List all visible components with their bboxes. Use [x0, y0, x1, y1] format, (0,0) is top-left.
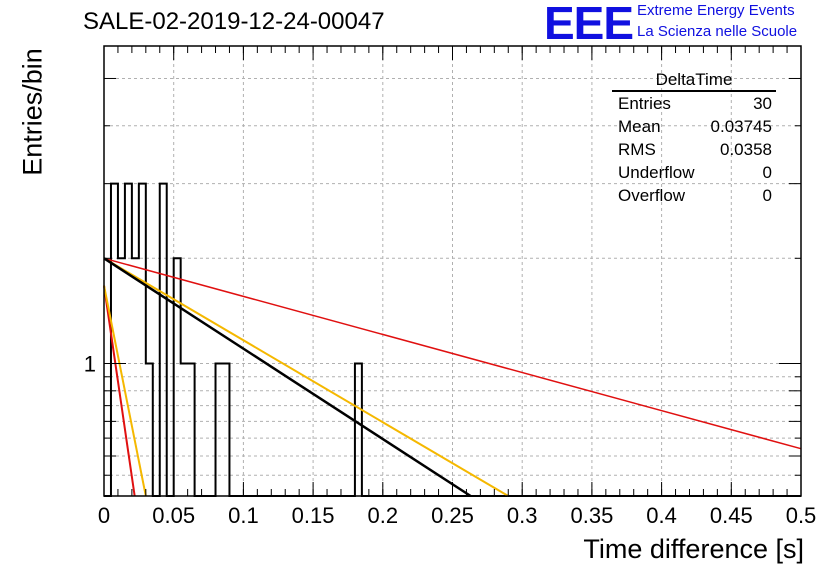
- histogram-bin: [146, 363, 153, 496]
- stats-row-mean: Mean 0.03745: [612, 115, 776, 138]
- fit-lines: [103, 257, 802, 498]
- stats-label: Mean: [618, 117, 661, 136]
- fit-line: [103, 285, 136, 497]
- y-tick-label: 1: [84, 351, 96, 376]
- eee-logo: EEE: [544, 0, 634, 49]
- stats-value: 0.03745: [710, 117, 772, 136]
- x-axis-label: Time difference [s]: [583, 534, 804, 564]
- histogram-bin: [355, 363, 362, 496]
- x-tick-label: 0.5: [786, 503, 817, 528]
- stats-row-rms: RMS 0.0358: [612, 138, 776, 161]
- logo-line-1: Extreme Energy Events: [637, 2, 795, 19]
- x-tick-label: 0.4: [646, 503, 677, 528]
- histogram-outline: [104, 182, 801, 497]
- chart-title: SALE-02-2019-12-24-00047: [83, 8, 385, 35]
- x-tick-label: 0.1: [228, 503, 259, 528]
- stats-value: 0: [762, 163, 772, 182]
- y-axis-label: Entries/bin: [17, 48, 48, 176]
- x-tick-label: 0.3: [507, 503, 538, 528]
- histogram-bin: [216, 363, 230, 496]
- fit-line: [103, 257, 472, 498]
- x-tick-label: 0.25: [431, 503, 474, 528]
- stats-title: DeltaTime: [612, 70, 776, 92]
- logo-line-2: La Scienza nelle Scuole: [637, 23, 798, 40]
- fit-line: [103, 257, 509, 497]
- x-tick-label: 0.15: [292, 503, 335, 528]
- tick-labels: 0 0.05 0.1 0.15 0.2 0.25 0.3 0.35 0.4 0.45 0.5 1: [84, 351, 817, 528]
- histogram-bin: [188, 363, 195, 496]
- stats-row-overflow: Overflow 0: [612, 184, 776, 207]
- stats-label: Underflow: [618, 163, 695, 182]
- histogram-bins: [104, 182, 801, 497]
- stats-value: 0: [762, 186, 772, 205]
- histogram-bin: [139, 184, 146, 496]
- stats-label: Entries: [618, 94, 671, 113]
- histogram-bin: [181, 363, 188, 496]
- grid: [104, 46, 801, 497]
- stats-row-entries: Entries 30: [612, 92, 776, 115]
- stats-box: DeltaTime Entries 30 Mean 0.03745 RMS 0.…: [612, 70, 776, 207]
- x-tick-label: 0.35: [570, 503, 613, 528]
- fit-line: [103, 257, 802, 450]
- histogram-bin: [160, 184, 167, 496]
- x-tick-label: 0.05: [152, 503, 195, 528]
- stats-value: 0.0358: [720, 140, 772, 159]
- fit-line: [103, 285, 147, 497]
- stats-label: RMS: [618, 140, 656, 159]
- x-tick-label: 0.2: [368, 503, 399, 528]
- x-tick-label: 0: [98, 503, 110, 528]
- stats-row-underflow: Underflow 0: [612, 161, 776, 184]
- stats-label: Overflow: [618, 186, 686, 205]
- axis-ticks: [103, 46, 802, 497]
- x-tick-label: 0.45: [710, 503, 753, 528]
- stats-value: 30: [753, 94, 772, 113]
